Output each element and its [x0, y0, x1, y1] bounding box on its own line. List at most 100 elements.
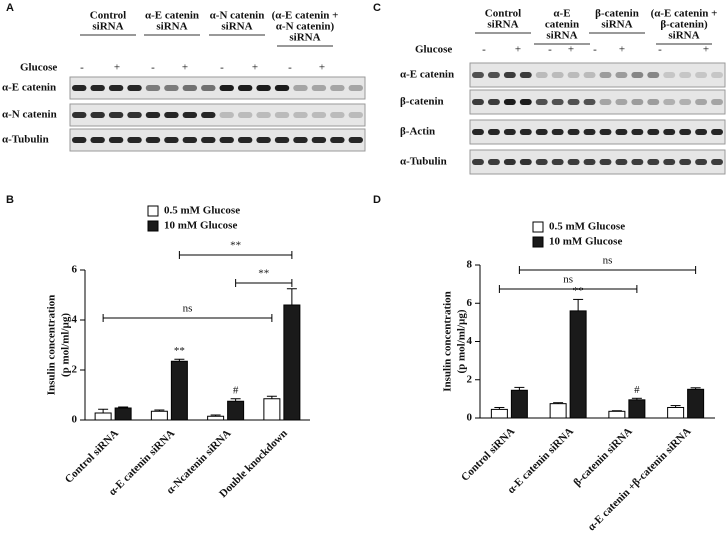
blot-band [293, 112, 308, 118]
lane-header: catenin [545, 19, 579, 31]
y-tick-label: 4 [467, 335, 473, 347]
bracket-label: ns [603, 255, 613, 267]
blot-band [615, 72, 628, 78]
row-label: α-Tubulin [2, 134, 49, 146]
blot-band [182, 137, 198, 143]
blot-band [201, 112, 216, 118]
blot-band [472, 99, 484, 105]
blot-band [182, 85, 198, 91]
row-label: α-E catenin [400, 69, 454, 81]
glucose-sign: - [80, 62, 84, 74]
y-axis-label: Insulin concentration [442, 291, 454, 392]
blot-band [583, 159, 596, 165]
significance-mark: ** [174, 345, 185, 357]
blot-band [679, 129, 692, 135]
glucose-sign: + [182, 62, 188, 74]
blot-band [108, 137, 124, 143]
blot-band [90, 137, 105, 143]
significance-mark: # [634, 384, 640, 396]
blot-band [274, 112, 290, 118]
blot-band [695, 99, 708, 105]
blot-band [145, 112, 161, 118]
blot-band [567, 72, 580, 78]
blot-band [311, 137, 327, 143]
bracket-label: ** [230, 240, 241, 252]
blot-band [330, 137, 345, 143]
blot-band [535, 129, 548, 135]
blot-band [695, 159, 708, 165]
blot-strip [69, 76, 366, 100]
blot-band [487, 129, 500, 135]
blot-band [145, 137, 161, 143]
blot-band [330, 112, 345, 118]
blot-band [182, 112, 198, 118]
blot-band [293, 85, 308, 91]
blot-band [679, 72, 692, 78]
blot-band [583, 99, 596, 105]
blot-band [663, 72, 676, 78]
y-tick-label: 2 [72, 364, 78, 376]
blot-band [551, 72, 564, 78]
glucose-sign: + [319, 62, 325, 74]
blot-band [647, 72, 660, 78]
y-axis-label: (p mol/ml/µg) [60, 313, 72, 377]
glucose-sign: + [703, 44, 709, 56]
y-axis-label: (p mol/ml/µg) [456, 309, 468, 373]
blot-band [663, 129, 676, 135]
bar [263, 398, 281, 421]
blot-band [219, 85, 234, 91]
significance-mark: # [233, 384, 239, 396]
glucose-sign: - [482, 44, 486, 56]
y-tick-label: 8 [467, 259, 473, 271]
blot-band [237, 137, 253, 143]
lane-header: siRNA [289, 32, 320, 44]
blot-strip [469, 62, 726, 88]
glucose-sign: - [220, 62, 224, 74]
bar [687, 388, 705, 419]
blot-band [164, 112, 179, 118]
blot-band [164, 137, 179, 143]
glucose-sign: + [568, 44, 574, 56]
blot-band [615, 129, 628, 135]
glucose-label: Glucose [20, 62, 57, 74]
blot-band [487, 72, 500, 78]
blot-band [519, 159, 532, 165]
blot-band [503, 99, 516, 105]
blot-band [519, 72, 532, 78]
panel-label: B [6, 194, 14, 206]
glucose-sign: - [288, 62, 292, 74]
lane-header: β-catenin [595, 8, 639, 20]
panel-label: A [6, 2, 14, 14]
legend-label: 10 mM Glucose [164, 220, 237, 232]
lane-header: α-N catenin [210, 10, 265, 22]
bar [283, 304, 301, 421]
blot-band [108, 85, 124, 91]
bar [569, 310, 587, 419]
y-tick-label: 0 [72, 414, 78, 426]
y-axis-label: Insulin concentration [46, 295, 58, 396]
blot-band [293, 137, 308, 143]
blot-band [503, 72, 516, 78]
blot-band [145, 85, 161, 91]
legend-label: 0.5 mM Glucose [164, 205, 240, 217]
lane-header: (α-E catenin + [651, 8, 718, 20]
blot-band [72, 112, 87, 118]
bar [114, 407, 132, 421]
legend-label: 0.5 mM Glucose [549, 221, 625, 233]
blot-band [535, 72, 548, 78]
blot-band [90, 85, 105, 91]
x-tick-label: α-E catenin siRNA [505, 425, 576, 496]
x-tick-label: Control siRNA [459, 425, 517, 483]
blot-band [583, 72, 596, 78]
glucose-label: Glucose [415, 44, 452, 56]
bracket-label: ns [563, 274, 573, 286]
bar [490, 408, 508, 419]
blot-band [615, 159, 628, 165]
blot-band [599, 129, 612, 135]
lane-header: α-E catenin [145, 10, 199, 22]
glucose-sign: - [548, 44, 552, 56]
lane-header: α-E [553, 8, 570, 20]
legend-swatch [147, 205, 159, 217]
blot-band [567, 99, 580, 105]
